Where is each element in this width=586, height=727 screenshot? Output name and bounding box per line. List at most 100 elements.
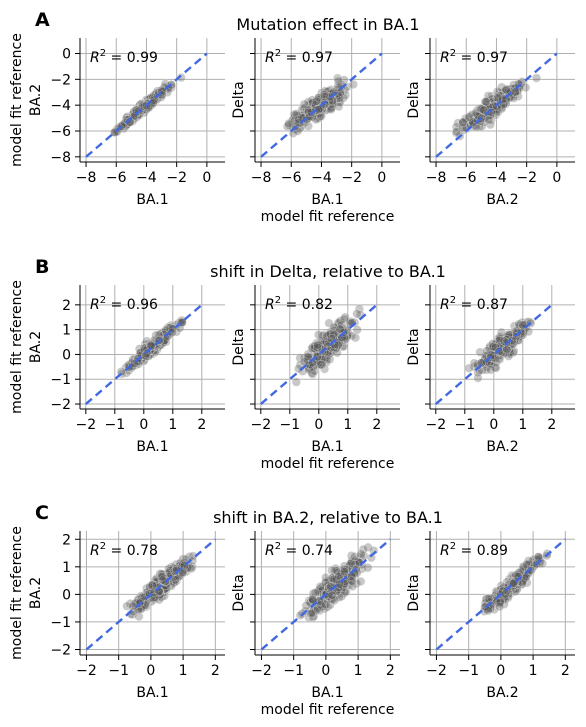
- row-ylabel-line2: BA.2: [28, 84, 44, 116]
- r2-annotation: R2 = 0.78: [90, 541, 158, 559]
- y-tick-label: −6: [50, 124, 71, 140]
- panel-xlabel: BA.2: [486, 439, 518, 455]
- x-tick-label: 2: [372, 417, 381, 433]
- data-point: [356, 576, 366, 587]
- r2-annotation: R2 = 0.96: [90, 295, 158, 313]
- common-xlabel: model fit reference: [261, 456, 395, 472]
- fit-line: [260, 52, 383, 158]
- panel-xlabel: BA.1: [311, 439, 343, 455]
- data-point: [521, 82, 531, 93]
- x-tick-label: 1: [179, 663, 188, 679]
- panel-xlabel: BA.1: [311, 192, 343, 208]
- x-tick-label: −1: [283, 663, 304, 679]
- data-point: [282, 121, 292, 132]
- r2-annotation: R2 = 0.99: [90, 48, 158, 66]
- panel-letter-B: B: [35, 256, 49, 278]
- x-tick-label: 0: [489, 417, 498, 433]
- x-tick-label: 2: [197, 417, 206, 433]
- data-point: [319, 91, 329, 102]
- y-tick-label: 0: [62, 347, 71, 363]
- x-tick-label: −1: [279, 417, 300, 433]
- data-point: [356, 549, 366, 559]
- data-point: [332, 348, 342, 358]
- data-point: [170, 575, 180, 585]
- data-point: [333, 76, 344, 86]
- x-tick-label: −4: [136, 170, 157, 186]
- data-point: [313, 604, 323, 614]
- x-tick-label: −2: [251, 663, 272, 679]
- x-tick-label: 0: [552, 170, 561, 186]
- common-xlabel: model fit reference: [261, 702, 395, 718]
- panel-ylabel: Delta: [406, 81, 422, 118]
- data-point: [284, 118, 294, 129]
- data-point: [350, 333, 361, 343]
- panel-ylabel: Delta: [231, 328, 247, 365]
- data-point: [501, 84, 511, 94]
- y-tick-label: −2: [50, 397, 71, 413]
- data-point: [348, 79, 358, 89]
- x-tick-label: −2: [426, 663, 447, 679]
- scatter-panel: [75, 38, 225, 167]
- data-point: [316, 103, 326, 113]
- r2-annotation: R2 = 0.87: [440, 295, 508, 313]
- data-point: [363, 563, 373, 573]
- panel-letter-C: C: [35, 502, 49, 524]
- x-tick-label: −1: [454, 417, 475, 433]
- y-tick-label: −1: [50, 615, 71, 631]
- x-tick-label: −8: [76, 170, 97, 186]
- data-point: [303, 121, 313, 131]
- data-point: [316, 360, 326, 370]
- x-tick-label: 0: [139, 417, 148, 433]
- row-title: shift in BA.2, relative to BA.1: [213, 508, 443, 527]
- x-tick-label: −2: [75, 417, 96, 433]
- data-point: [304, 113, 314, 123]
- panel-ylabel: Delta: [406, 328, 422, 365]
- panel-xlabel: BA.1: [136, 439, 168, 455]
- x-tick-label: −4: [311, 170, 332, 186]
- x-tick-label: 0: [202, 170, 211, 186]
- x-tick-label: 1: [168, 417, 177, 433]
- x-tick-label: 1: [529, 663, 538, 679]
- data-point: [334, 101, 344, 112]
- x-tick-label: −8: [426, 170, 447, 186]
- r2-annotation: R2 = 0.74: [265, 541, 333, 559]
- data-point: [485, 119, 495, 130]
- x-tick-label: 1: [518, 417, 527, 433]
- data-point: [486, 365, 496, 375]
- x-tick-label: −2: [425, 417, 446, 433]
- data-point: [500, 589, 510, 599]
- panel-ylabel: Delta: [231, 81, 247, 118]
- data-point: [327, 590, 337, 600]
- r2-annotation: R2 = 0.97: [265, 48, 333, 66]
- data-point: [154, 87, 164, 97]
- data-point: [291, 377, 301, 387]
- y-tick-label: −1: [50, 372, 71, 388]
- data-point: [294, 118, 304, 128]
- panel-ylabel: Delta: [406, 574, 422, 611]
- row-ylabel-line1: model fit reference: [9, 33, 25, 167]
- row-ylabel-line2: BA.2: [28, 577, 44, 609]
- scatter-panel: [425, 38, 575, 167]
- y-tick-label: 1: [62, 560, 71, 576]
- panel-xlabel: BA.1: [136, 192, 168, 208]
- data-point: [308, 98, 318, 108]
- x-tick-label: −8: [251, 170, 272, 186]
- panel-xlabel: BA.1: [311, 685, 343, 701]
- row-title: Mutation effect in BA.1: [236, 15, 419, 34]
- x-tick-label: 1: [354, 663, 363, 679]
- panel-ylabel: Delta: [231, 574, 247, 611]
- x-tick-label: −1: [458, 663, 479, 679]
- r2-annotation: R2 = 0.89: [440, 541, 508, 559]
- x-tick-label: −6: [281, 170, 302, 186]
- row-title: shift in Delta, relative to BA.1: [210, 262, 446, 281]
- x-tick-label: 2: [561, 663, 570, 679]
- data-point: [352, 325, 362, 335]
- y-tick-label: −2: [50, 72, 71, 88]
- data-point: [496, 327, 507, 337]
- data-point: [156, 572, 166, 582]
- data-point: [313, 105, 323, 115]
- data-point: [451, 128, 461, 138]
- fit-line: [85, 52, 208, 158]
- panel-letter-A: A: [35, 9, 50, 31]
- x-tick-label: 0: [377, 170, 386, 186]
